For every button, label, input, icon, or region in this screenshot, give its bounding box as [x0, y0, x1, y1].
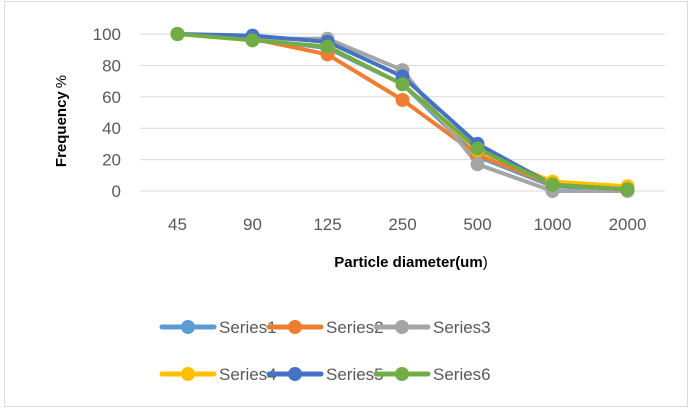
y-tick-label: 20 [102, 151, 121, 170]
series-line-2 [175, 32, 630, 190]
legend-label: Series4 [219, 365, 277, 384]
y-tick-label: 100 [93, 25, 121, 44]
series-markers [170, 27, 635, 198]
series-line-5 [175, 32, 630, 192]
x-tick-label: 250 [388, 215, 416, 234]
series-line-3 [175, 32, 630, 193]
y-axis-title-unit: % [53, 75, 70, 88]
legend-label: Series3 [433, 318, 491, 337]
legend-item-6: Series6 [373, 365, 491, 384]
data-point [170, 27, 185, 41]
series-line-4 [175, 32, 630, 189]
y-tick-label: 80 [102, 56, 121, 75]
legend-marker [181, 367, 195, 381]
legend-label: Series2 [326, 318, 384, 337]
legend-marker [395, 367, 409, 381]
gridlines [140, 33, 665, 192]
data-point [470, 157, 485, 172]
x-tick-label: 1000 [534, 215, 572, 234]
x-tick-labels: 45 90 125 250 500 1000 2000 [168, 215, 646, 234]
series-line-6 [175, 32, 630, 192]
legend-item-2: Series2 [266, 318, 384, 337]
legend-marker [395, 320, 409, 334]
x-tick-label: 2000 [609, 215, 647, 234]
y-tick-labels: 0 20 40 60 80 100 [93, 25, 121, 201]
series-lines [175, 32, 630, 193]
y-axis-title: Frequency% [53, 75, 70, 167]
x-tick-label: 45 [168, 215, 187, 234]
legend: Series1 Series2 Series3 Series4 Series5 Serie… [159, 318, 491, 384]
series-line-1 [175, 32, 630, 192]
legend-item-5: Series5 [266, 365, 384, 384]
data-point [320, 39, 335, 54]
y-axis-title-text: Frequency [53, 91, 70, 168]
x-axis-title: Particle diameter(um) [334, 254, 487, 271]
legend-label: Series5 [326, 365, 384, 384]
legend-marker [181, 320, 195, 334]
y-tick-label: 60 [102, 88, 121, 107]
data-point [545, 177, 560, 192]
x-axis-title-text: Particle diameter(um [334, 254, 482, 271]
data-point [245, 33, 260, 48]
legend-item-3: Series3 [373, 318, 491, 337]
y-tick-label: 40 [102, 119, 121, 138]
legend-item-4: Series4 [159, 365, 277, 384]
data-point [395, 92, 410, 107]
x-tick-label: 500 [463, 215, 491, 234]
x-axis-title-suffix: ) [483, 254, 488, 271]
legend-marker [288, 320, 302, 334]
legend-item-1: Series1 [159, 318, 277, 337]
legend-marker [288, 367, 302, 381]
x-tick-label: 125 [313, 215, 341, 234]
data-point [470, 141, 485, 156]
x-tick-label: 90 [243, 215, 262, 234]
data-point [620, 182, 635, 197]
legend-label: Series6 [433, 365, 491, 384]
data-point [395, 77, 410, 92]
y-tick-label: 0 [112, 182, 121, 201]
legend-label: Series1 [219, 318, 277, 337]
chart-frame [4, 1, 688, 407]
